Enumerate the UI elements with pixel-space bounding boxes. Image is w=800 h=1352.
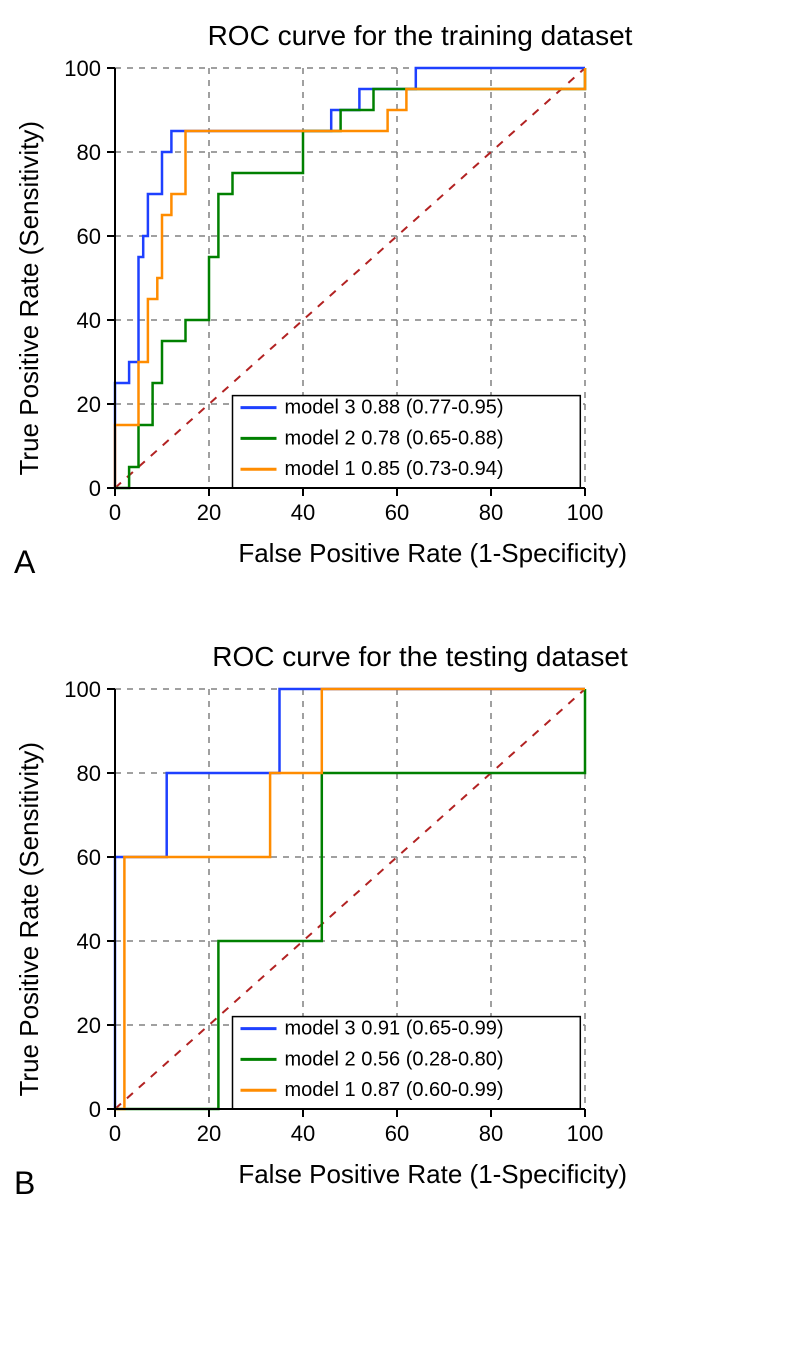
y-axis-label: True Positive Rate (Sensitivity) xyxy=(10,121,45,475)
legend-label: model 1 0.87 (0.60-0.99) xyxy=(285,1079,504,1101)
panel-label: B xyxy=(14,1165,35,1202)
legend-label: model 2 0.78 (0.65-0.88) xyxy=(285,427,504,449)
xtick-label: 60 xyxy=(385,500,409,525)
panel-label: A xyxy=(14,544,35,581)
ytick-label: 0 xyxy=(89,1097,101,1122)
xtick-label: 100 xyxy=(567,1121,604,1146)
xtick-label: 0 xyxy=(109,500,121,525)
chart-panel-A: ROC curve for the training dataset True … xyxy=(10,20,790,581)
legend-label: model 1 0.85 (0.73-0.94) xyxy=(285,458,504,480)
legend-label: model 2 0.56 (0.28-0.80) xyxy=(285,1048,504,1070)
ytick-label: 100 xyxy=(64,679,101,702)
legend-label: model 3 0.88 (0.77-0.95) xyxy=(285,397,504,419)
roc-plot-A: model 3 0.88 (0.77-0.95) model 2 0.78 (0.… xyxy=(45,58,725,538)
ytick-label: 40 xyxy=(77,929,101,954)
chart-title: ROC curve for the training dataset xyxy=(50,20,790,52)
chart-panel-B: ROC curve for the testing dataset True P… xyxy=(10,641,790,1202)
x-axis-label: False Positive Rate (1-Specificity) xyxy=(75,538,790,569)
ytick-label: 100 xyxy=(64,58,101,81)
xtick-label: 60 xyxy=(385,1121,409,1146)
ytick-label: 40 xyxy=(77,308,101,333)
roc-plot-B: model 3 0.91 (0.65-0.99) model 2 0.56 (0.… xyxy=(45,679,725,1159)
xtick-label: 20 xyxy=(197,500,221,525)
xtick-label: 40 xyxy=(291,1121,315,1146)
xtick-label: 80 xyxy=(479,1121,503,1146)
ytick-label: 0 xyxy=(89,476,101,501)
ytick-label: 20 xyxy=(77,1013,101,1038)
ytick-label: 60 xyxy=(77,224,101,249)
chart-title: ROC curve for the testing dataset xyxy=(50,641,790,673)
ytick-label: 20 xyxy=(77,392,101,417)
xtick-label: 100 xyxy=(567,500,604,525)
xtick-label: 20 xyxy=(197,1121,221,1146)
ytick-label: 60 xyxy=(77,845,101,870)
xtick-label: 40 xyxy=(291,500,315,525)
xtick-label: 0 xyxy=(109,1121,121,1146)
legend-label: model 3 0.91 (0.65-0.99) xyxy=(285,1018,504,1040)
ytick-label: 80 xyxy=(77,761,101,786)
xtick-label: 80 xyxy=(479,500,503,525)
x-axis-label: False Positive Rate (1-Specificity) xyxy=(75,1159,790,1190)
y-axis-label: True Positive Rate (Sensitivity) xyxy=(10,742,45,1096)
ytick-label: 80 xyxy=(77,140,101,165)
